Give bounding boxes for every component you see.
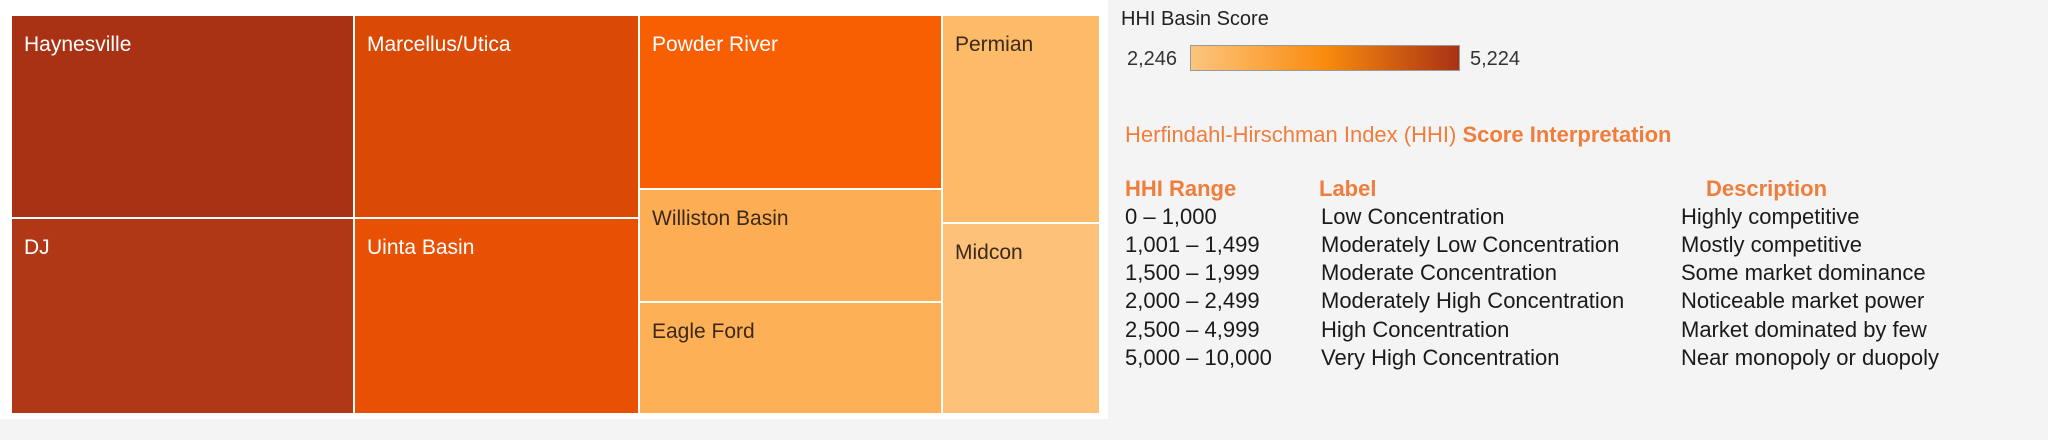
row-description: Highly competitive (1681, 204, 1860, 229)
treemap-tile-label-dj: DJ (24, 236, 50, 259)
interpretation-heading-prefix: Herfindahl-Hirschman Index (HHI) (1125, 122, 1457, 147)
column-header-description: Description (1706, 176, 1828, 201)
legend-min-label: 2,246 (1127, 48, 1178, 70)
treemap-tile-label-eagle-ford: Eagle Ford (652, 320, 755, 343)
row-description: Near monopoly or duopoly (1681, 345, 1940, 370)
row-description: Noticeable market power (1681, 288, 1925, 313)
treemap-tile-dj[interactable] (10, 217, 355, 415)
row-description: Market dominated by few (1681, 317, 1927, 342)
treemap-tile-label-midcon: Midcon (955, 241, 1023, 264)
treemap-tile-uinta-basin[interactable] (353, 217, 640, 415)
treemap-tile-label-uinta-basin: Uinta Basin (367, 236, 474, 259)
column-header-range: HHI Range (1125, 176, 1237, 201)
row-range: 2,000 – 2,499 (1125, 288, 1260, 313)
treemap-panel: Haynesville DJ Marcellus/Utica Uinta Basin P… (0, 0, 1108, 419)
row-label: Moderate Concentration (1321, 260, 1558, 285)
interpretation-heading: Herfindahl-Hirschman Index (HHI) Score I… (1125, 122, 1672, 148)
column-header-label: Label (1319, 176, 1377, 201)
treemap-tile-label-marcellus-utica: Marcellus/Utica (367, 33, 511, 56)
legend-max-label: 5,224 (1470, 48, 1521, 70)
interpretation-heading-bold: Score Interpretation (1462, 122, 1672, 147)
row-description: Some market dominance (1681, 260, 1926, 285)
row-description: Mostly competitive (1681, 232, 1862, 257)
legend-title: HHI Basin Score (1121, 8, 1269, 30)
treemap-tile-label-powder-river: Powder River (652, 33, 778, 56)
treemap-tile-label-haynesville: Haynesville (24, 33, 131, 56)
treemap-tile-haynesville[interactable] (10, 14, 355, 219)
treemap-tile-label-permian: Permian (955, 33, 1033, 56)
row-label: High Concentration (1321, 317, 1510, 342)
row-label: Very High Concentration (1321, 345, 1560, 370)
treemap-tile-label-williston-basin: Williston Basin (652, 207, 789, 230)
row-label: Moderately High Concentration (1321, 288, 1625, 313)
row-range: 1,001 – 1,499 (1125, 232, 1260, 257)
row-range: 5,000 – 10,000 (1125, 345, 1272, 370)
treemap-tile-marcellus-utica[interactable] (353, 14, 640, 219)
treemap-tile-permian[interactable] (941, 14, 1101, 224)
treemap-tile-williston-basin[interactable] (638, 188, 943, 303)
row-label: Low Concentration (1321, 204, 1505, 229)
row-range: 1,500 – 1,999 (1125, 260, 1260, 285)
row-label: Moderately Low Concentration (1321, 232, 1620, 257)
row-range: 0 – 1,000 (1125, 204, 1217, 229)
treemap-tile-eagle-ford[interactable] (638, 301, 943, 415)
treemap-chart: Haynesville DJ Marcellus/Utica Uinta Basin P… (10, 14, 1101, 415)
treemap-tile-midcon[interactable] (941, 222, 1101, 415)
treemap-tile-powder-river[interactable] (638, 14, 943, 190)
row-range: 2,500 – 4,999 (1125, 317, 1260, 342)
legend-color-scale (1190, 45, 1460, 71)
